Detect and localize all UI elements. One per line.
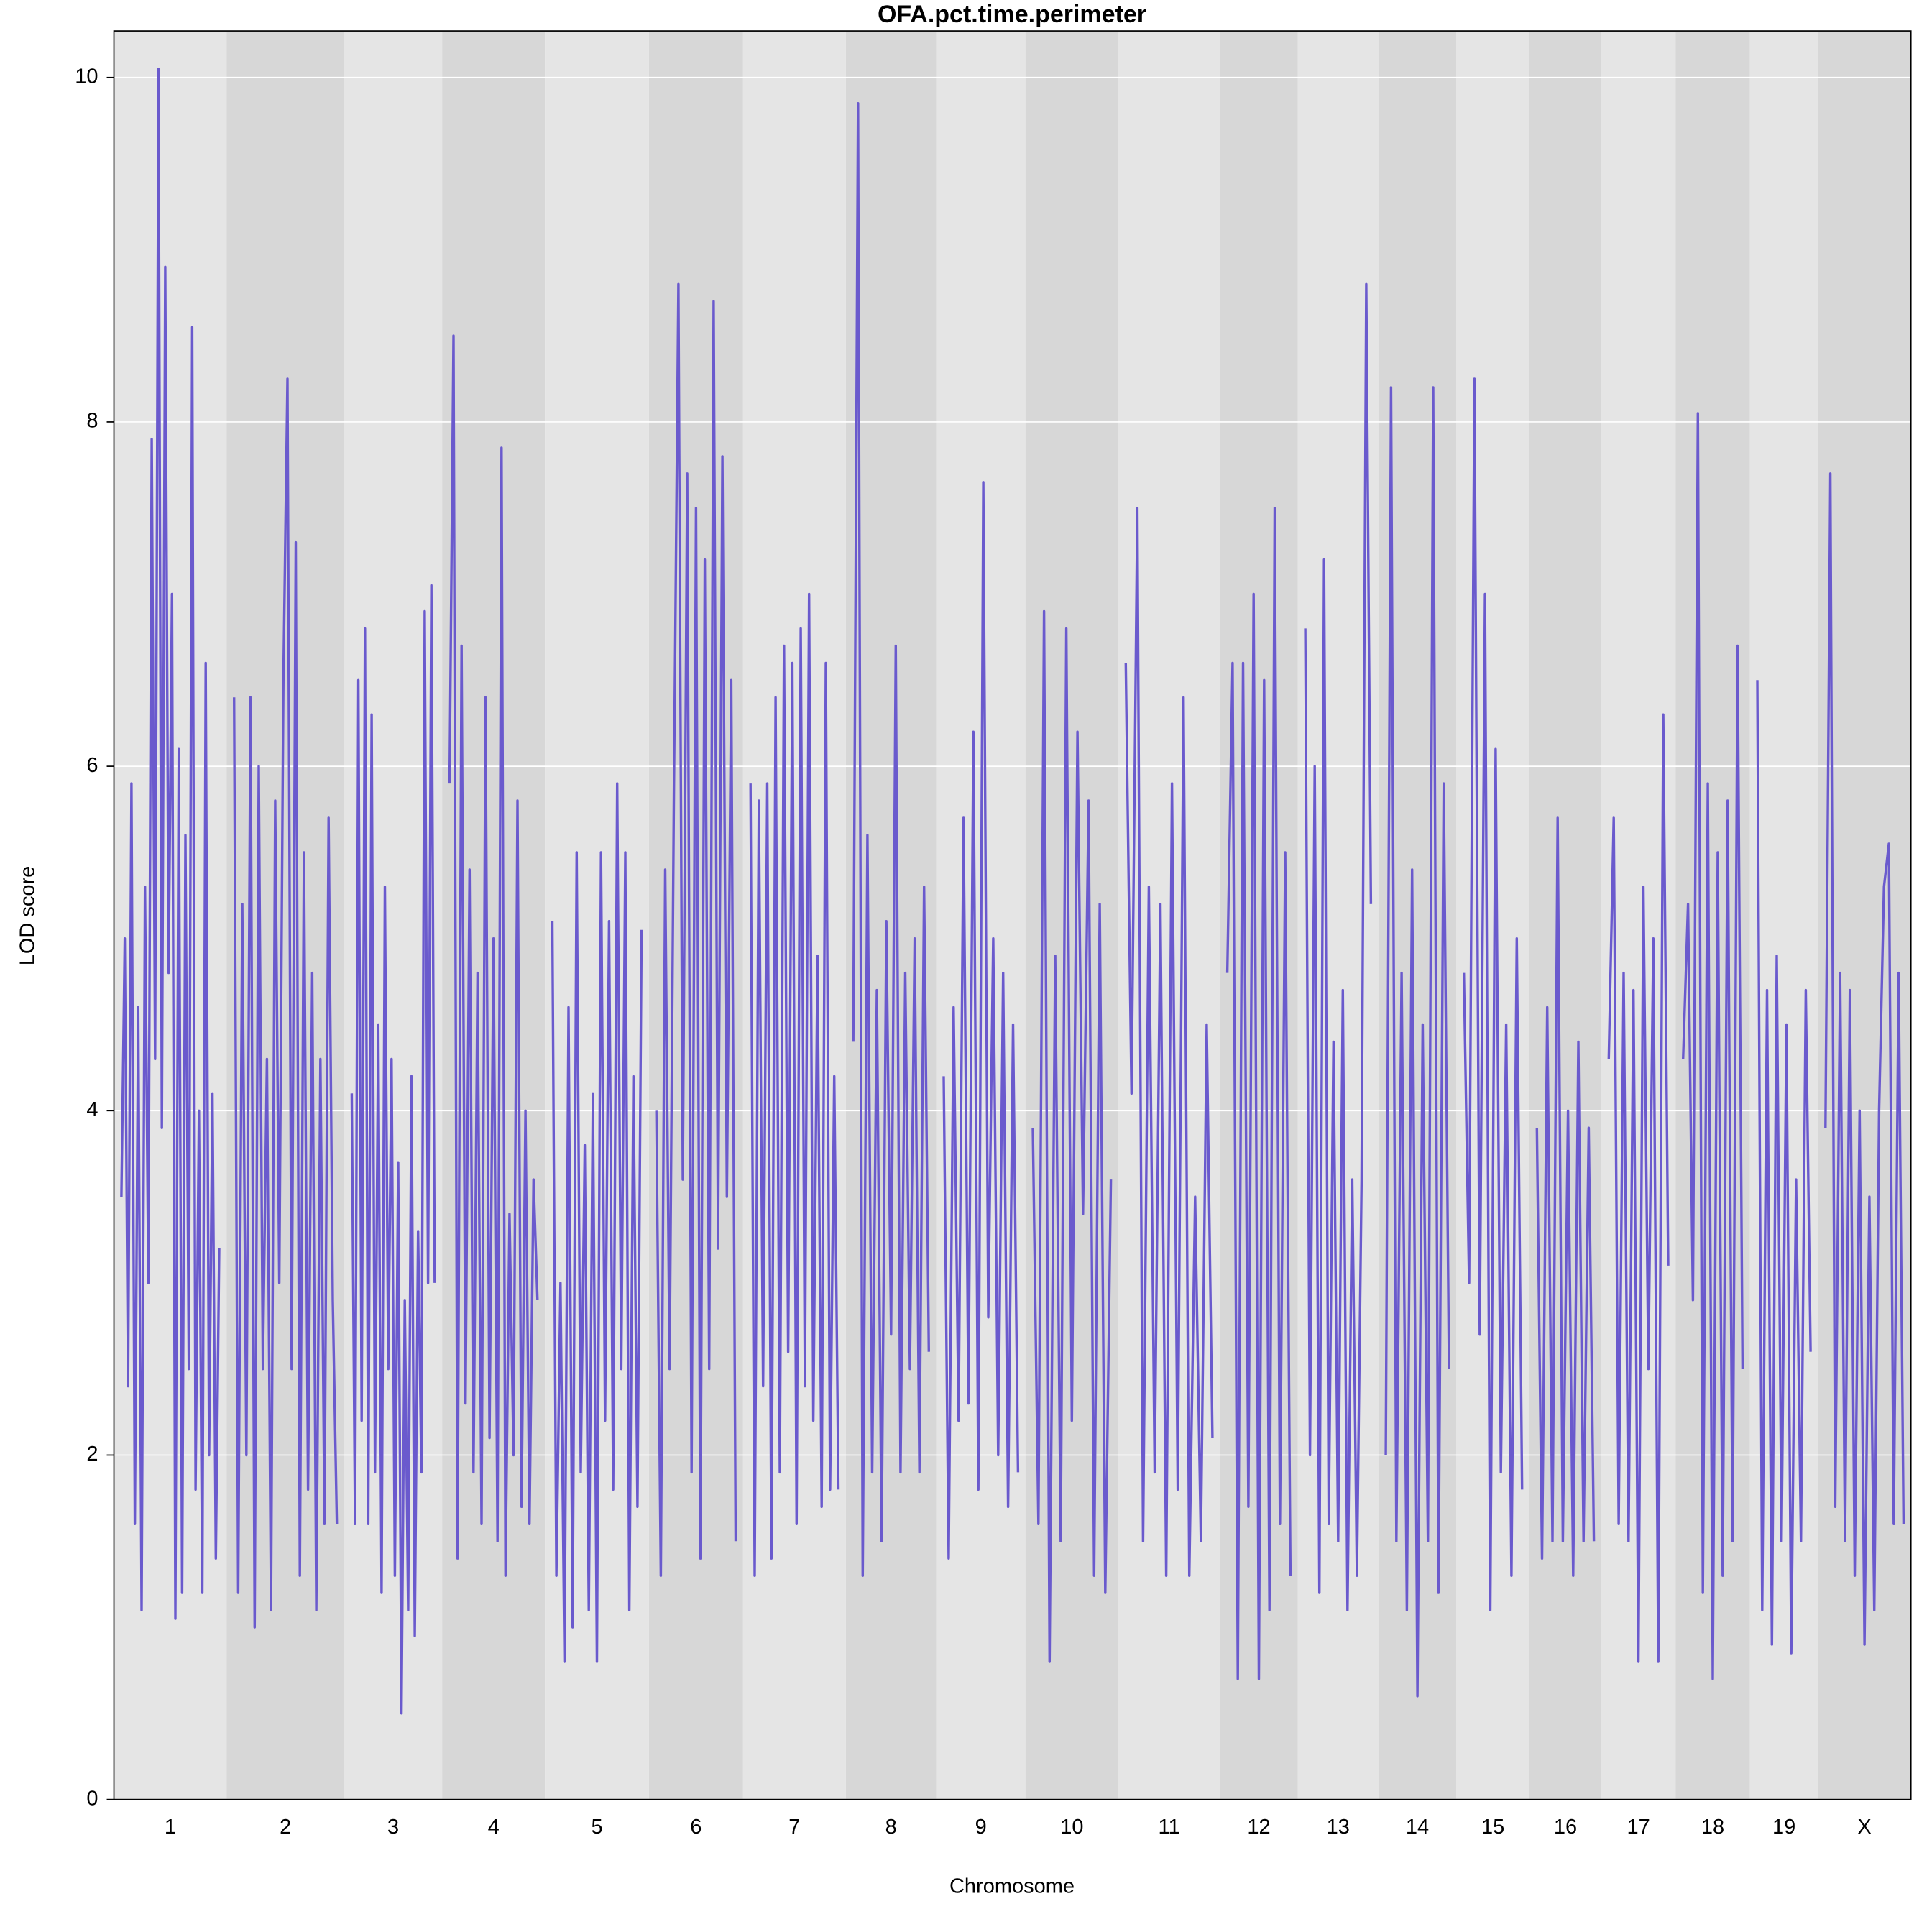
x-tick-label: 19 bbox=[1772, 1816, 1795, 1839]
lod-line bbox=[749, 592, 840, 1577]
x-tick-label: X bbox=[1857, 1816, 1871, 1839]
chart-title: OFA.pct.time.perimeter bbox=[878, 1, 1146, 28]
x-tick-label: 13 bbox=[1327, 1816, 1350, 1839]
x-tick-label: 12 bbox=[1247, 1816, 1270, 1839]
y-tick-label: 10 bbox=[75, 65, 98, 88]
x-tick-label: 5 bbox=[591, 1816, 602, 1839]
lod-line bbox=[1535, 816, 1596, 1577]
x-tick-label: 8 bbox=[886, 1816, 897, 1839]
y-tick-label: 6 bbox=[86, 754, 98, 777]
lod-line bbox=[655, 282, 737, 1577]
lod-line bbox=[1756, 680, 1812, 1655]
lod-line bbox=[233, 377, 339, 1629]
x-tick-label: 17 bbox=[1627, 1816, 1650, 1839]
lod-line bbox=[120, 68, 221, 1620]
chromosome-band bbox=[226, 31, 345, 1800]
lod-line bbox=[1682, 412, 1744, 1680]
x-tick-label: 11 bbox=[1159, 1816, 1180, 1839]
lod-line bbox=[1304, 282, 1373, 1611]
x-tick-label: 7 bbox=[788, 1816, 800, 1839]
y-tick-label: 8 bbox=[86, 410, 98, 433]
lod-line bbox=[350, 584, 436, 1715]
x-tick-label: 6 bbox=[690, 1816, 702, 1839]
y-tick-label: 2 bbox=[86, 1443, 98, 1466]
lod-line bbox=[1225, 507, 1292, 1680]
y-tick-label: 0 bbox=[86, 1787, 98, 1810]
lod-line bbox=[852, 102, 930, 1577]
x-tick-label: 15 bbox=[1481, 1816, 1504, 1839]
x-tick-label: 18 bbox=[1701, 1816, 1724, 1839]
chromosome-band bbox=[1025, 31, 1118, 1800]
chromosome-band bbox=[1530, 31, 1601, 1800]
x-tick-label: 9 bbox=[975, 1816, 987, 1839]
lod-line bbox=[1124, 507, 1214, 1577]
chromosome-band bbox=[1118, 31, 1220, 1800]
x-tick-label: 10 bbox=[1060, 1816, 1083, 1839]
lod-line bbox=[1463, 377, 1524, 1611]
lod-line bbox=[551, 782, 643, 1663]
chromosome-band bbox=[1456, 31, 1530, 1800]
y-axis-title: LOD score bbox=[17, 866, 40, 966]
x-tick-label: 3 bbox=[387, 1816, 399, 1839]
lod-line bbox=[942, 481, 1020, 1560]
x-tick-label: 2 bbox=[280, 1816, 291, 1839]
x-tick-label: 16 bbox=[1554, 1816, 1577, 1839]
x-tick-label: 14 bbox=[1406, 1816, 1429, 1839]
lod-line bbox=[1607, 713, 1670, 1663]
lod-line bbox=[448, 334, 539, 1577]
plot-border bbox=[113, 30, 1912, 1800]
y-tick-label: 4 bbox=[86, 1098, 98, 1121]
x-axis-title: Chromosome bbox=[949, 1875, 1075, 1898]
x-tick-label: 4 bbox=[488, 1816, 500, 1839]
lod-line bbox=[1384, 386, 1450, 1698]
x-tick-label: 1 bbox=[165, 1816, 176, 1839]
lod-line bbox=[1031, 610, 1113, 1663]
lod-line bbox=[1824, 472, 1905, 1646]
chromosome-band bbox=[1749, 31, 1818, 1800]
